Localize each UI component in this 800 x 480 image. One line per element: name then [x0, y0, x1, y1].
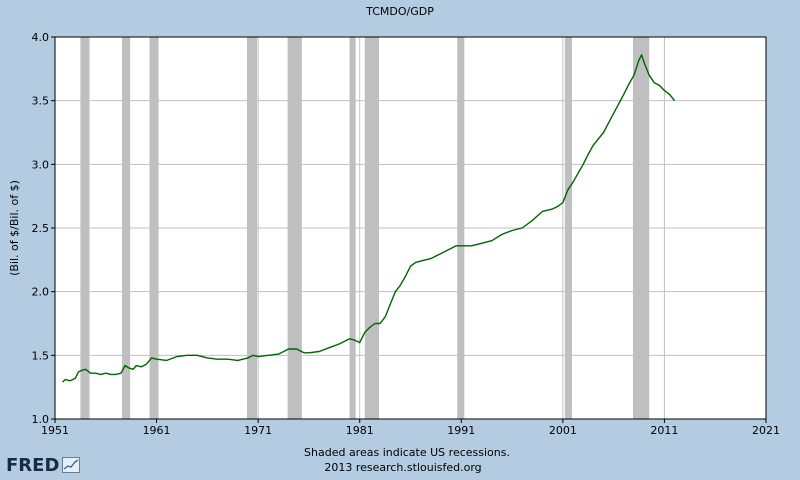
x-tick-label: 1981 [346, 424, 374, 437]
x-tick-label: 1971 [244, 424, 272, 437]
axis-ticks: 1951 1961 1971 1981 1991 2001 2011 2021 1.0 1.5 2.… [32, 31, 781, 437]
y-tick-label: 1.5 [32, 349, 50, 362]
source-note: 2013 research.stlouisfed.org [324, 461, 481, 474]
fred-logo: FRED [6, 453, 81, 477]
x-tick-label: 1991 [447, 424, 475, 437]
y-tick-label: 3.5 [32, 95, 50, 108]
x-tick-label: 2001 [549, 424, 577, 437]
mini-chart-icon [62, 457, 81, 473]
y-tick-label: 2.0 [32, 286, 50, 299]
x-tick-label: 2011 [650, 424, 678, 437]
chart-title: TCMDO/GDP [365, 5, 434, 18]
series-line-tcmdo-gdp [62, 54, 676, 383]
x-tick-label: 1951 [41, 424, 69, 437]
x-tick-label: 2021 [752, 424, 780, 437]
x-tick-label: 1961 [143, 424, 171, 437]
recession-note: Shaded areas indicate US recessions. [304, 446, 510, 459]
y-tick-label: 1.0 [32, 413, 50, 426]
fred-logo-text: FRED [6, 454, 60, 476]
y-tick-label: 4.0 [32, 31, 50, 44]
y-tick-label: 2.5 [32, 222, 50, 235]
y-axis-label: (Bil. of $/Bil. of $) [8, 180, 21, 276]
y-tick-label: 3.0 [32, 158, 50, 171]
